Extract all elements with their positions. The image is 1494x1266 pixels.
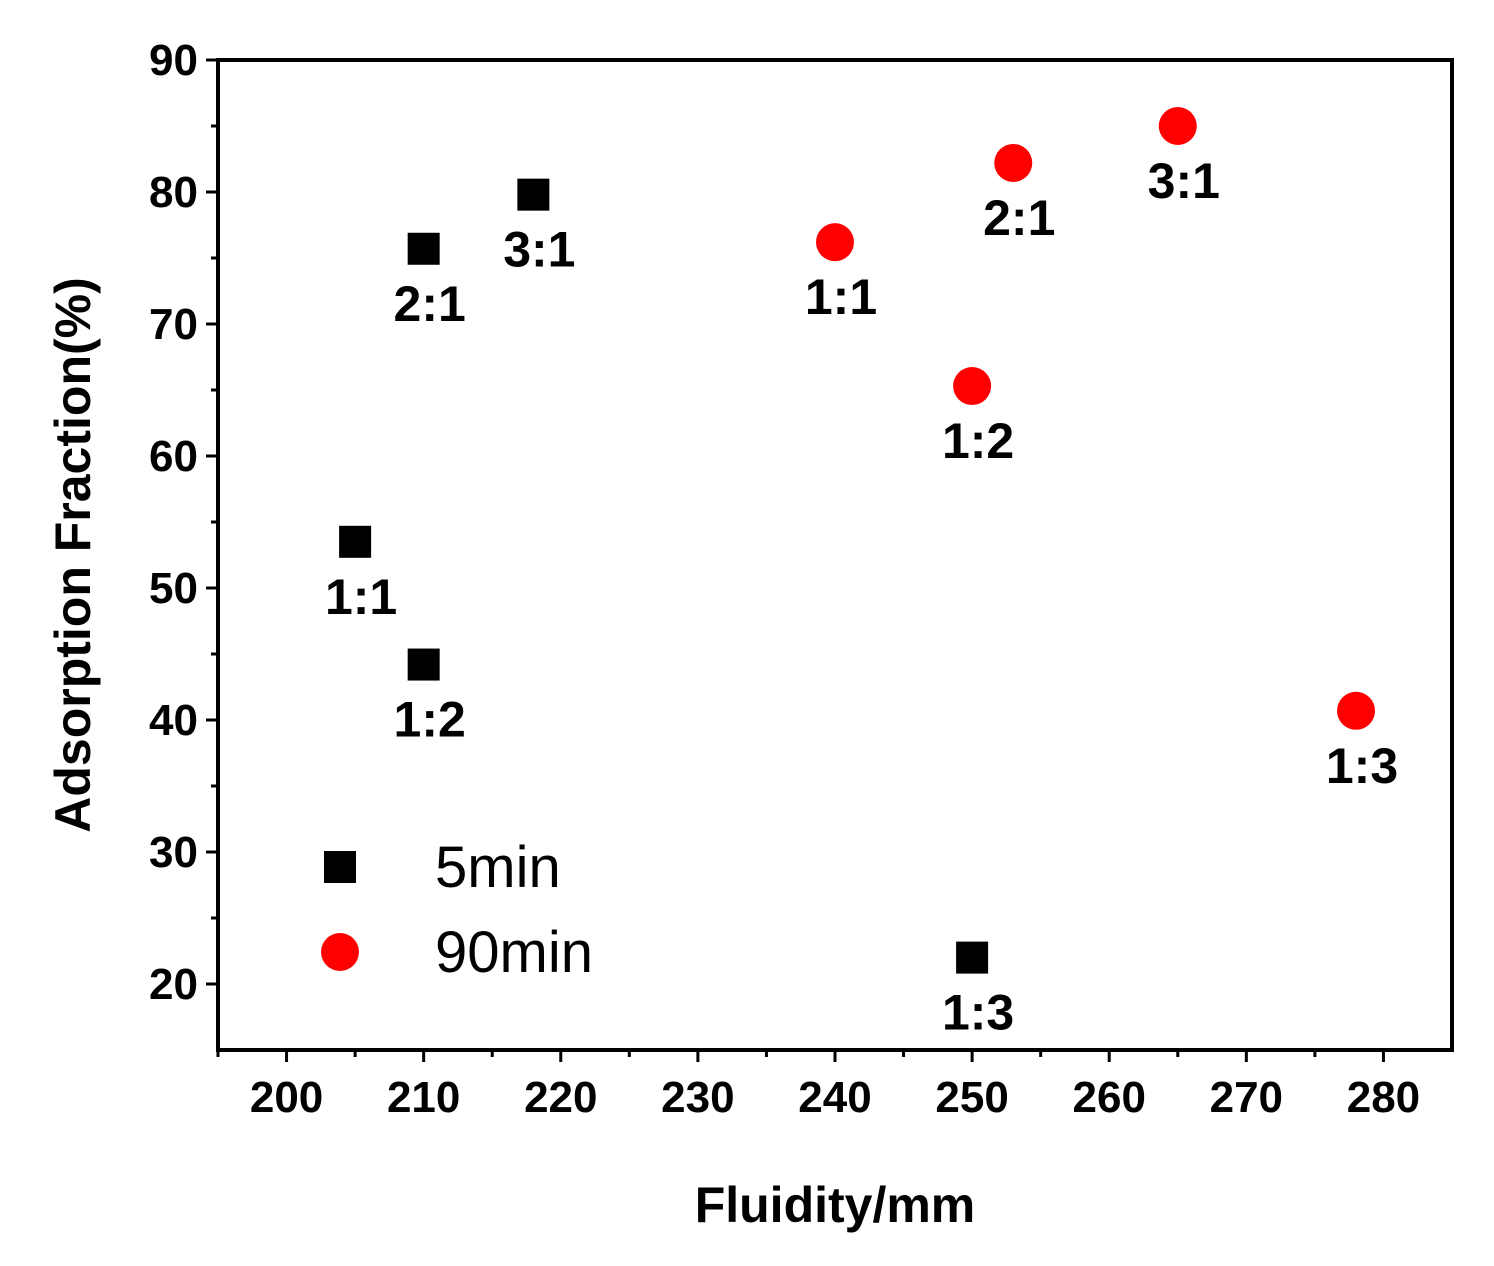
- y-tick-label: 50: [149, 564, 198, 613]
- plot-border: [216, 58, 1454, 1052]
- y-tick-label: 60: [149, 432, 198, 481]
- legend-label: 90min: [435, 920, 593, 985]
- point-label: 2:1: [983, 190, 1055, 246]
- legend: 5min 90min: [321, 835, 593, 985]
- point-label: 2:1: [394, 276, 466, 332]
- legend-marker-circle: [321, 933, 359, 971]
- point-label: 1:1: [805, 269, 877, 325]
- x-tick-label: 240: [798, 1073, 871, 1122]
- legend-marker-square: [324, 851, 356, 883]
- plot-frame: [216, 58, 1454, 1052]
- point-label: 1:2: [394, 692, 466, 748]
- x-tick-label: 280: [1347, 1073, 1420, 1122]
- point-square: [517, 178, 550, 211]
- y-axis-title: Adsorption Fraction(%): [45, 277, 101, 833]
- y-tick-label: 70: [149, 300, 198, 349]
- x-tick-label: 260: [1073, 1073, 1146, 1122]
- point-square: [407, 232, 440, 265]
- x-tick-label: 210: [387, 1073, 460, 1122]
- x-tick-label: 230: [661, 1073, 734, 1122]
- point-label: 1:3: [942, 985, 1014, 1041]
- point-square: [956, 941, 989, 974]
- point-label: 3:1: [503, 222, 575, 278]
- point-label: 1:2: [942, 413, 1014, 469]
- point-square: [407, 648, 440, 681]
- point-square: [339, 525, 372, 558]
- x-tick-label: 220: [524, 1073, 597, 1122]
- legend-label: 5min: [435, 835, 561, 900]
- x-axis-title: Fluidity/mm: [695, 1177, 976, 1233]
- data-points: 1:1 2:1 3:1 1:2 1:3 1:1 2:1 3:1 1:2 1:3: [325, 107, 1398, 1041]
- x-axis: 200 210 220 230 240 250 260 270 280: [216, 1050, 1420, 1122]
- point-circle: [816, 223, 854, 262]
- point-circle: [1337, 691, 1376, 730]
- y-axis: 20 30 40 50 60 70 80 90: [149, 36, 218, 1009]
- point-circle: [953, 367, 992, 406]
- x-tick-label: 200: [250, 1073, 323, 1122]
- point-label: 3:1: [1148, 153, 1220, 209]
- point-circle: [994, 143, 1033, 182]
- y-tick-label: 30: [149, 828, 198, 877]
- x-tick-label: 250: [935, 1073, 1008, 1122]
- point-label: 1:1: [325, 569, 397, 625]
- x-tick-label: 270: [1210, 1073, 1283, 1122]
- point-label: 1:3: [1326, 738, 1398, 794]
- y-tick-label: 20: [149, 960, 198, 1009]
- y-tick-label: 80: [149, 168, 198, 217]
- y-tick-label: 40: [149, 696, 198, 745]
- y-tick-label: 90: [149, 36, 198, 85]
- point-circle: [1158, 107, 1197, 145]
